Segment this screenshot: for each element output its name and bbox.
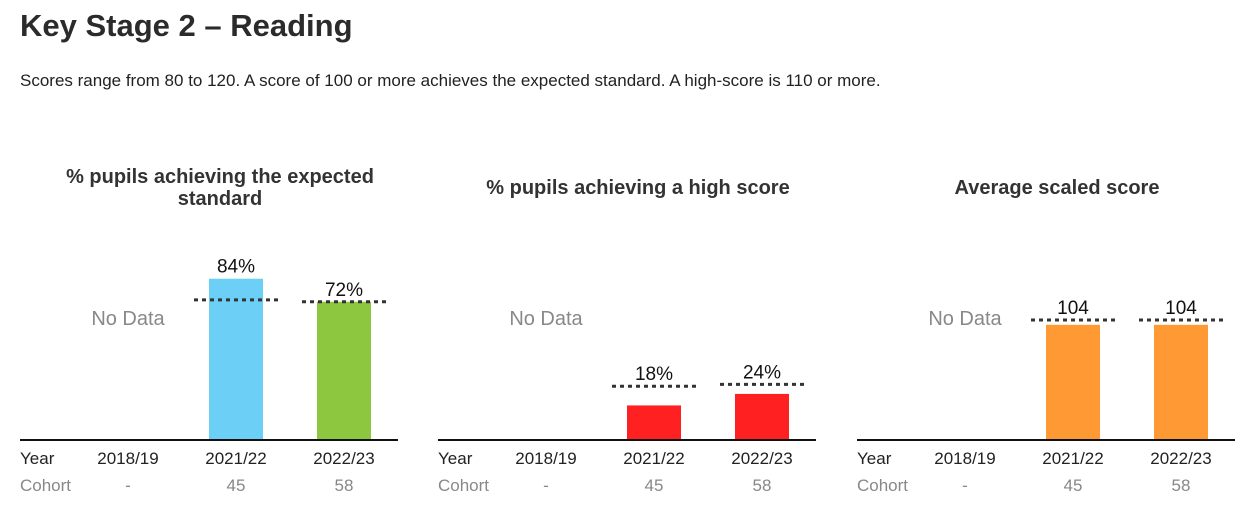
value-label: 72% [325, 280, 363, 301]
year-tick-label: 2022/23 [731, 449, 792, 468]
year-tick-label: 2018/19 [97, 449, 158, 468]
cohort-row-label: Cohort [438, 476, 489, 495]
bar-2021-22 [209, 278, 263, 440]
value-label: 84% [217, 257, 255, 278]
cohort-row-label: Cohort [20, 476, 71, 495]
chart-panel-high-score: % pupils achieving a high score No Data 2… [438, 160, 838, 505]
bar-2022-23 [1154, 324, 1208, 440]
chart-average-scaled-score: No Data 2018/19 - 104 2021/22 45 104 2022/23 58 Y… [857, 298, 1235, 495]
bar-2022-23 [735, 393, 789, 440]
cohort-value: - [125, 476, 131, 495]
bar-2021-22 [1046, 324, 1100, 440]
cohort-value: - [962, 476, 968, 495]
cohort-value: 45 [1064, 476, 1083, 495]
no-data-label: No Data [509, 308, 583, 330]
no-data-label: No Data [928, 308, 1002, 330]
no-data-label: No Data [91, 308, 165, 330]
year-tick-label: 2018/19 [934, 449, 995, 468]
chart-panel-expected-standard: % pupils achieving the expected standard… [20, 160, 420, 505]
year-tick-label: 2022/23 [313, 449, 374, 468]
year-tick-label: 2018/19 [515, 449, 576, 468]
year-tick-label: 2021/22 [1042, 449, 1103, 468]
value-label: 104 [1165, 298, 1197, 319]
year-tick-label: 2022/23 [1150, 449, 1211, 468]
year-row-label: Year [438, 449, 473, 468]
chart-title: % pupils achieving the expected standard [66, 166, 374, 210]
cohort-value: 58 [753, 476, 772, 495]
page-title: Key Stage 2 – Reading [20, 8, 353, 43]
chart-expected-standard: No Data 2018/19 - 84% 2021/22 45 72% 2022/23 58 Y… [20, 257, 398, 495]
chart-high-score: No Data 2018/19 - 18% 2021/22 45 24% 2022/23 58 Y… [438, 308, 816, 495]
cohort-value: 45 [227, 476, 246, 495]
cohort-row-label: Cohort [857, 476, 908, 495]
cohort-value: 58 [335, 476, 354, 495]
year-row-label: Year [857, 449, 892, 468]
bar-2021-22 [627, 405, 681, 440]
value-label: 18% [635, 364, 673, 385]
chart-title: Average scaled score [954, 177, 1160, 199]
value-label: 104 [1057, 298, 1089, 319]
chart-panel-average-scaled-score: Average scaled score No Data 2018/19 - 104 2… [857, 160, 1243, 505]
year-row-label: Year [20, 449, 55, 468]
chart-title: % pupils achieving a high score [486, 177, 790, 199]
year-tick-label: 2021/22 [623, 449, 684, 468]
cohort-value: - [543, 476, 549, 495]
year-tick-label: 2021/22 [205, 449, 266, 468]
bar-2022-23 [317, 301, 371, 440]
cohort-value: 58 [1172, 476, 1191, 495]
value-label: 24% [743, 362, 781, 383]
page-subtitle: Scores range from 80 to 120. A score of … [20, 71, 881, 90]
cohort-value: 45 [645, 476, 664, 495]
